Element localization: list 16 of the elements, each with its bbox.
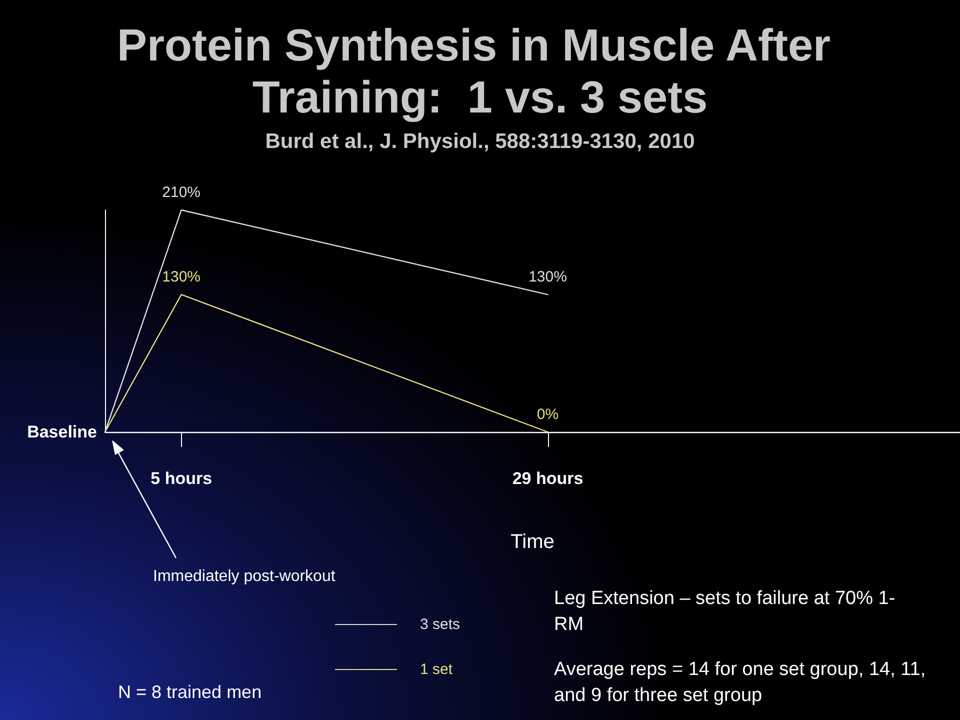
x-axis-title: Time bbox=[510, 531, 554, 553]
chart-title: Protein Synthesis in Muscle After Training: 1 vs. 3 sets bbox=[117, 20, 843, 122]
x-tick-label: 5 hours bbox=[150, 469, 212, 488]
data-label: 0% bbox=[536, 406, 559, 423]
chart-subtitle: Burd et al., J. Physiol., 588:3119-3130, 2010 bbox=[265, 130, 695, 153]
text: Leg Extension – sets to failure at 70% 1-RM bbox=[554, 587, 896, 637]
legend-label: 1 set bbox=[420, 661, 454, 678]
text: N = 8 trained men bbox=[118, 681, 263, 704]
data-label: 130% bbox=[528, 268, 567, 286]
data-label: 130% bbox=[162, 268, 201, 286]
text: Average reps = 14 for one set group, 14, 11, and 9 for three set group bbox=[554, 658, 927, 708]
x-tick-label: 29 hours bbox=[512, 469, 584, 488]
text: Immediately post-workout bbox=[153, 567, 336, 587]
data-label: 210% bbox=[162, 184, 201, 201]
legend-label: 3 sets bbox=[420, 616, 460, 633]
ref-line-label: Baseline bbox=[27, 422, 97, 442]
